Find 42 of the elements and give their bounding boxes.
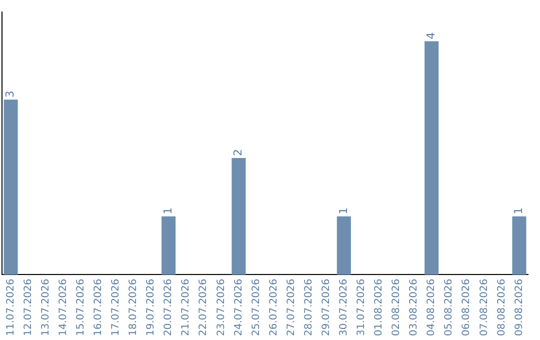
- x-tick-label: 30.07.2026: [338, 278, 350, 336]
- data-label: 2: [232, 148, 245, 156]
- bar: [336, 216, 351, 275]
- x-tick-label: 12.07.2026: [22, 278, 34, 336]
- x-tick-label: 04.08.2026: [426, 278, 438, 336]
- x-tick-label: 11.07.2026: [5, 278, 16, 336]
- x-tick-label: 19.07.2026: [146, 278, 157, 336]
- x-tick-label: 03.08.2026: [408, 278, 420, 336]
- bar: [4, 100, 18, 275]
- x-tick-label: 18.07.2026: [128, 278, 140, 336]
- bar: [162, 216, 176, 275]
- x-tick-label: 28.07.2026: [303, 278, 314, 336]
- x-tick-label: 22.07.2026: [198, 278, 210, 336]
- x-tick-label: 29.07.2026: [320, 278, 332, 336]
- x-tick-label: 06.08.2026: [461, 278, 472, 336]
- x-tick-label: 08.08.2026: [496, 278, 508, 336]
- x-tick-label: 16.07.2026: [93, 278, 104, 336]
- x-tick-label: 13.07.2026: [40, 278, 52, 336]
- x-tick-label: 07.08.2026: [478, 278, 490, 336]
- x-tick-label: 14.07.2026: [58, 278, 69, 336]
- bar: [232, 158, 246, 275]
- x-tick-label: 20.07.2026: [163, 278, 174, 336]
- x-tick-label: 15.07.2026: [75, 278, 86, 336]
- data-label: 4: [424, 32, 438, 40]
- x-tick-label: 01.08.2026: [374, 278, 385, 336]
- x-tick-label: 21.07.2026: [180, 278, 192, 336]
- data-label: 1: [512, 207, 526, 214]
- x-tick-label: 05.08.2026: [444, 278, 455, 336]
- x-tick-label: 26.07.2026: [268, 278, 280, 336]
- x-tick-label: 24.07.2026: [233, 278, 244, 336]
- x-tick-label: 17.07.2026: [110, 278, 122, 336]
- data-label: 1: [336, 207, 350, 214]
- x-tick-label: 02.08.2026: [391, 278, 402, 336]
- bar: [512, 216, 526, 275]
- bar: [424, 41, 439, 275]
- x-tick-label: 27.07.2026: [286, 278, 297, 336]
- x-tick-label: 23.07.2026: [216, 278, 227, 336]
- data-label: 1: [161, 207, 174, 214]
- x-tick-label: 31.07.2026: [356, 278, 368, 336]
- data-label: 3: [4, 90, 17, 98]
- x-tick-label: 09.08.2026: [514, 278, 525, 336]
- x-tick-label: 25.07.2026: [250, 278, 262, 336]
